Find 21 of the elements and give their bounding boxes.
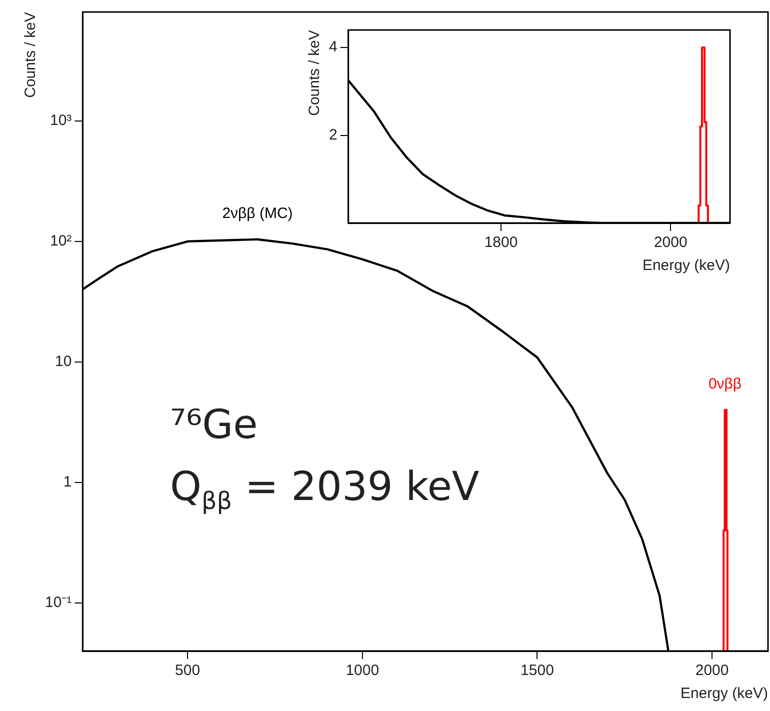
- x-tick-label: 1500: [520, 662, 554, 680]
- x-tick-label: 1800: [484, 234, 518, 252]
- y-tick-label: 10³: [50, 112, 72, 129]
- series-label: 0νββ: [708, 376, 742, 393]
- y-axis-title: Counts / keV: [22, 12, 40, 98]
- y-axis-title: Counts / keV: [306, 30, 324, 116]
- x-tick-label: 2000: [695, 662, 729, 680]
- x-tick-label: 2000: [654, 234, 688, 252]
- y-tick-label: 4: [329, 38, 338, 56]
- annotation: ⁷⁶Ge: [170, 402, 258, 448]
- x-tick-label: 500: [175, 662, 200, 680]
- y-tick-label: 10: [54, 353, 72, 370]
- x-axis-title: Energy (keV): [680, 685, 768, 702]
- y-tick-label: 10²: [50, 232, 72, 250]
- y-tick-label: 2: [329, 126, 338, 144]
- y-tick-label: 1: [63, 474, 72, 491]
- y-tick-label: 10⁻¹: [44, 594, 72, 612]
- annotation: Q$_{ββ}$ = 2039 keV: [170, 464, 480, 515]
- x-axis-title: Energy (keV): [642, 257, 730, 274]
- series-label: 2νββ (MC): [222, 204, 293, 222]
- x-tick-label: 1000: [346, 662, 380, 680]
